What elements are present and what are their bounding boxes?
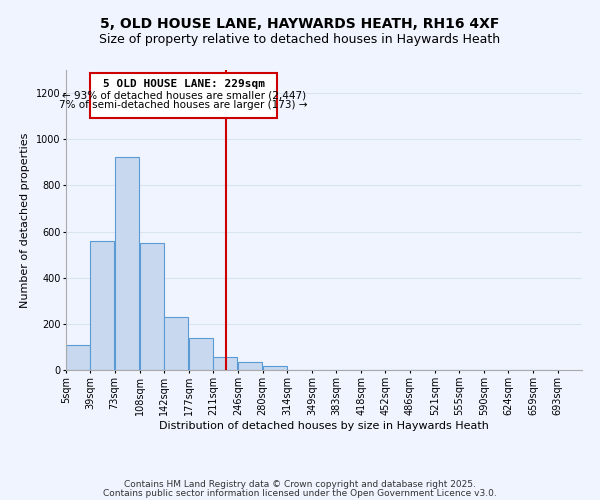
X-axis label: Distribution of detached houses by size in Haywards Heath: Distribution of detached houses by size … — [159, 420, 489, 430]
Text: 7% of semi-detached houses are larger (173) →: 7% of semi-detached houses are larger (1… — [59, 100, 308, 110]
Text: 5, OLD HOUSE LANE, HAYWARDS HEATH, RH16 4XF: 5, OLD HOUSE LANE, HAYWARDS HEATH, RH16 … — [100, 18, 500, 32]
Bar — [140, 243, 164, 370]
Text: Contains public sector information licensed under the Open Government Licence v3: Contains public sector information licen… — [103, 488, 497, 498]
Text: Size of property relative to detached houses in Haywards Heath: Size of property relative to detached ho… — [100, 32, 500, 46]
Bar — [66, 344, 90, 370]
Bar — [189, 338, 213, 370]
Text: 5 OLD HOUSE LANE: 229sqm: 5 OLD HOUSE LANE: 229sqm — [103, 79, 265, 89]
Y-axis label: Number of detached properties: Number of detached properties — [20, 132, 30, 308]
FancyBboxPatch shape — [90, 74, 277, 118]
Bar — [164, 317, 188, 370]
Text: ← 93% of detached houses are smaller (2,447): ← 93% of detached houses are smaller (2,… — [62, 91, 305, 101]
Bar — [214, 358, 238, 370]
Text: Contains HM Land Registry data © Crown copyright and database right 2025.: Contains HM Land Registry data © Crown c… — [124, 480, 476, 489]
Bar — [238, 362, 262, 370]
Bar — [263, 366, 287, 370]
Bar — [115, 156, 139, 370]
Bar — [91, 241, 115, 370]
